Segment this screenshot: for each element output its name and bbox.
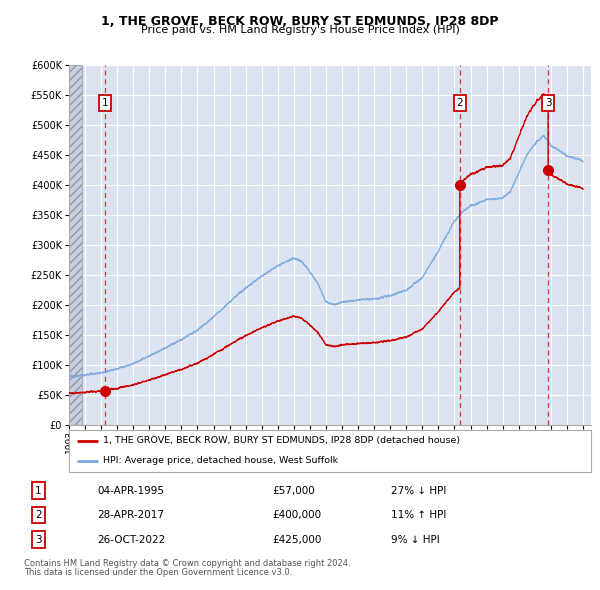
Text: This data is licensed under the Open Government Licence v3.0.: This data is licensed under the Open Gov… [24, 568, 292, 577]
Text: Contains HM Land Registry data © Crown copyright and database right 2024.: Contains HM Land Registry data © Crown c… [24, 559, 350, 568]
Text: 27% ↓ HPI: 27% ↓ HPI [391, 486, 446, 496]
Text: 3: 3 [35, 535, 41, 545]
Text: £400,000: £400,000 [272, 510, 321, 520]
Text: 28-APR-2017: 28-APR-2017 [97, 510, 164, 520]
Text: 3: 3 [545, 98, 551, 108]
Text: 11% ↑ HPI: 11% ↑ HPI [391, 510, 446, 520]
Text: 1: 1 [35, 486, 41, 496]
Text: 2: 2 [457, 98, 463, 108]
Text: 9% ↓ HPI: 9% ↓ HPI [391, 535, 439, 545]
Text: Price paid vs. HM Land Registry's House Price Index (HPI): Price paid vs. HM Land Registry's House … [140, 25, 460, 35]
Text: 26-OCT-2022: 26-OCT-2022 [97, 535, 166, 545]
Bar [69, 65, 82, 425]
Text: £57,000: £57,000 [272, 486, 315, 496]
Text: HPI: Average price, detached house, West Suffolk: HPI: Average price, detached house, West… [103, 456, 338, 465]
Text: 1, THE GROVE, BECK ROW, BURY ST EDMUNDS, IP28 8DP: 1, THE GROVE, BECK ROW, BURY ST EDMUNDS,… [101, 15, 499, 28]
Text: 1: 1 [102, 98, 109, 108]
Bar [69, 65, 82, 425]
Text: £425,000: £425,000 [272, 535, 322, 545]
Text: 04-APR-1995: 04-APR-1995 [97, 486, 164, 496]
Text: 1, THE GROVE, BECK ROW, BURY ST EDMUNDS, IP28 8DP (detached house): 1, THE GROVE, BECK ROW, BURY ST EDMUNDS,… [103, 437, 460, 445]
Text: 2: 2 [35, 510, 41, 520]
